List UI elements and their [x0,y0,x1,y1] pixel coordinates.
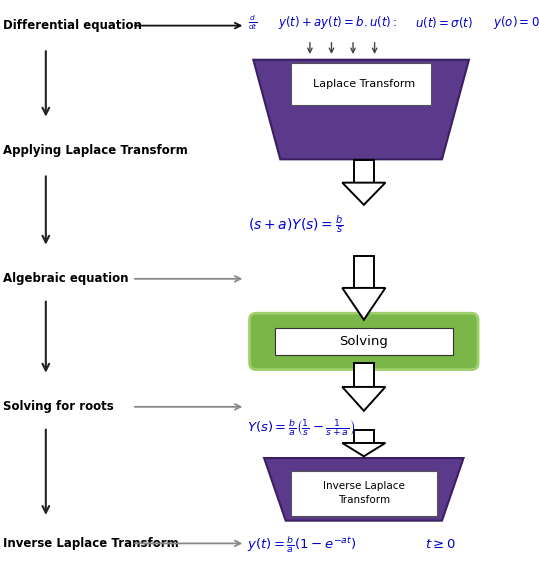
Text: $Y(s) = \frac{b}{a}\left(\frac{1}{s} - \frac{1}{s+a}\right)$: $Y(s) = \frac{b}{a}\left(\frac{1}{s} - \… [247,418,355,438]
Text: Inverse Laplace Transform: Inverse Laplace Transform [3,537,178,550]
FancyBboxPatch shape [291,471,437,516]
Text: $u(t) = \sigma(t)$: $u(t) = \sigma(t)$ [415,15,473,30]
Text: Laplace Transform: Laplace Transform [313,79,415,89]
Text: Algebraic equation: Algebraic equation [3,273,128,285]
Text: $t \geq 0$: $t \geq 0$ [425,538,455,551]
Text: $y(t) = \frac{b}{a}(1 - e^{-at})$: $y(t) = \frac{b}{a}(1 - e^{-at})$ [247,534,356,555]
Text: Applying Laplace Transform: Applying Laplace Transform [3,145,188,157]
Polygon shape [354,430,374,443]
Polygon shape [342,183,385,205]
Polygon shape [342,387,385,411]
FancyBboxPatch shape [250,313,478,370]
Text: Solving for roots: Solving for roots [3,401,113,413]
Polygon shape [342,443,385,456]
Text: $(s + a)Y(s) = \frac{b}{s}$: $(s + a)Y(s) = \frac{b}{s}$ [248,213,343,236]
FancyBboxPatch shape [275,328,453,355]
Polygon shape [354,256,374,288]
Text: Differential equation: Differential equation [3,19,142,32]
Polygon shape [354,363,374,387]
Polygon shape [253,60,469,159]
Text: Solving: Solving [340,335,388,348]
Polygon shape [264,458,464,521]
Polygon shape [342,288,385,320]
Text: $y(o) = 0$: $y(o) = 0$ [493,14,539,31]
Text: Inverse Laplace
Transform: Inverse Laplace Transform [323,481,405,505]
Polygon shape [354,160,374,183]
FancyBboxPatch shape [291,63,431,105]
Text: $\frac{d}{dt}$: $\frac{d}{dt}$ [248,14,258,32]
Text: $y(t) + ay(t) = b.u(t):$: $y(t) + ay(t) = b.u(t):$ [278,14,397,31]
